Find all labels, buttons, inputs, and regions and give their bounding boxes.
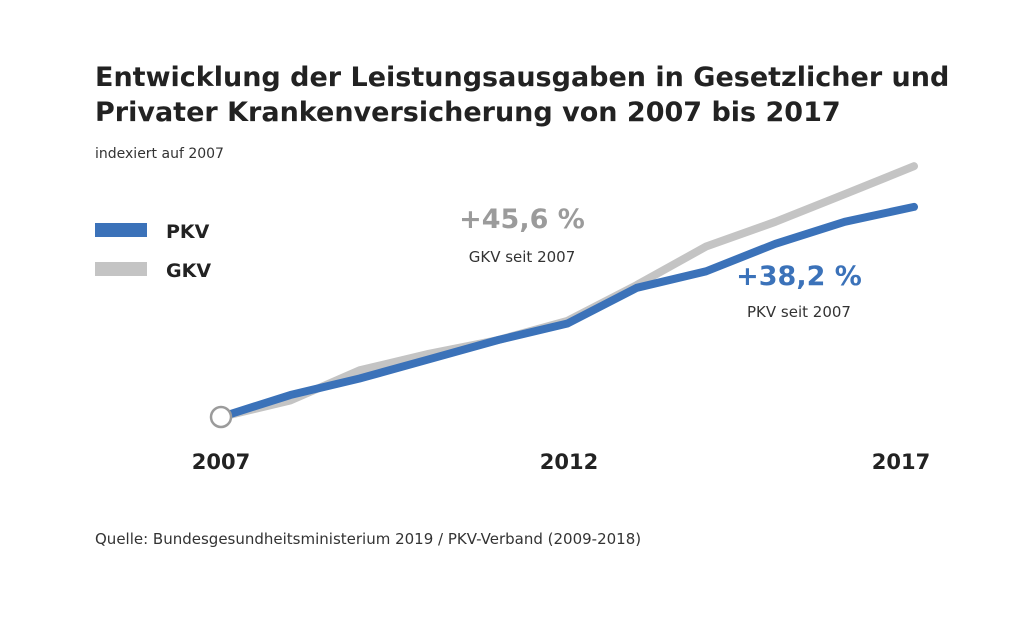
annotation-pkv-value: +38,2 % — [736, 261, 862, 292]
legend-swatch-pkv — [95, 223, 147, 237]
annotation-pkv: +38,2 % PKV seit 2007 — [736, 261, 862, 321]
series-layer — [217, 162, 918, 421]
legend-label-gkv: GKV — [166, 260, 211, 282]
source-note: Quelle: Bundesgesundheitsministerium 201… — [95, 530, 642, 548]
x-tick-2017: 2017 — [872, 450, 930, 474]
chart-title: Entwicklung der Leistungsausgaben in Ges… — [95, 62, 950, 128]
x-axis-ticks: 2007 2012 2017 — [192, 450, 930, 474]
legend-swatch-gkv — [95, 262, 147, 276]
chart-subtitle: indexiert auf 2007 — [95, 146, 224, 162]
legend-label-pkv: PKV — [166, 221, 210, 243]
annotation-gkv-label: GKV seit 2007 — [469, 248, 576, 266]
annotation-gkv-value: +45,6 % — [459, 204, 585, 235]
annotation-pkv-label: PKV seit 2007 — [747, 303, 851, 321]
legend: PKV GKV — [95, 221, 211, 282]
annotation-gkv: +45,6 % GKV seit 2007 — [459, 204, 585, 266]
x-tick-2007: 2007 — [192, 450, 250, 474]
x-tick-2012: 2012 — [540, 450, 598, 474]
series-line-pkv — [217, 202, 918, 421]
origin-marker — [209, 405, 233, 429]
